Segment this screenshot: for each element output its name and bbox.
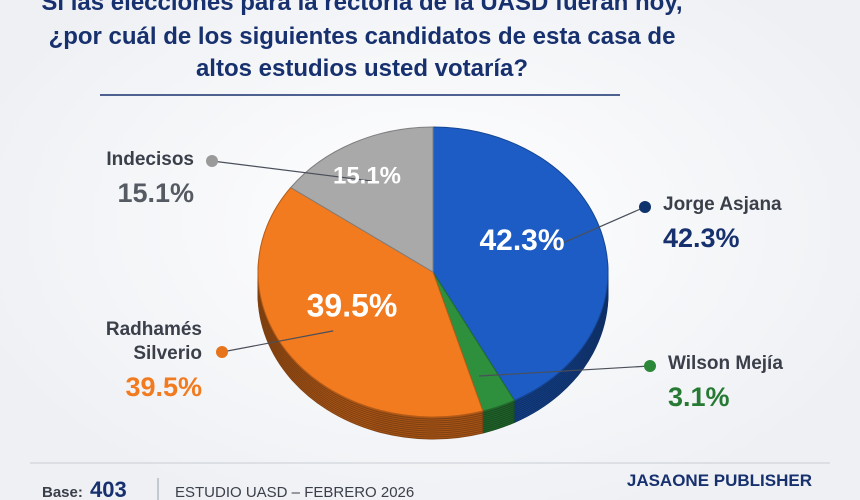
chart-title: Si las elecciones para la rectoría de la… [41, 0, 682, 16]
legend-label: Wilson Mejía [668, 353, 783, 374]
leader-dot [639, 201, 651, 213]
slice [432, 126, 609, 401]
legend-label: Radhamés Silverio [105, 319, 202, 364]
leader-dot [216, 346, 228, 358]
value-label: 39.5% [125, 372, 202, 402]
study-label: ESTUDIO UASD – FEBRERO 2026 [175, 484, 414, 500]
leader-line [211, 160, 378, 183]
publisher: JASAONE PUBLISHER [627, 471, 812, 490]
base-label: Base: [42, 484, 83, 500]
leader-dot [644, 360, 656, 372]
leader-line [221, 330, 334, 353]
legend-label: Indecisos [106, 149, 194, 170]
slice-label: 42.3% [479, 224, 564, 257]
leader-dot [206, 155, 218, 167]
chart-title: altos estudios usted votaría? [196, 55, 528, 82]
value-label: 15.1% [117, 178, 194, 208]
base-value: 403 [90, 477, 127, 500]
value-label: 42.3% [663, 223, 740, 253]
leader-line [551, 206, 646, 249]
leader-line [479, 365, 651, 377]
slice-label: 15.1% [333, 162, 401, 189]
legend-label: Jorge Asjana [663, 194, 782, 215]
slice [257, 186, 484, 418]
chart-title: ¿por cuál de los siguientes candidatos d… [49, 23, 676, 50]
value-label: 3.1% [668, 382, 730, 412]
slice [290, 126, 434, 273]
slice-label: 39.5% [307, 287, 398, 323]
